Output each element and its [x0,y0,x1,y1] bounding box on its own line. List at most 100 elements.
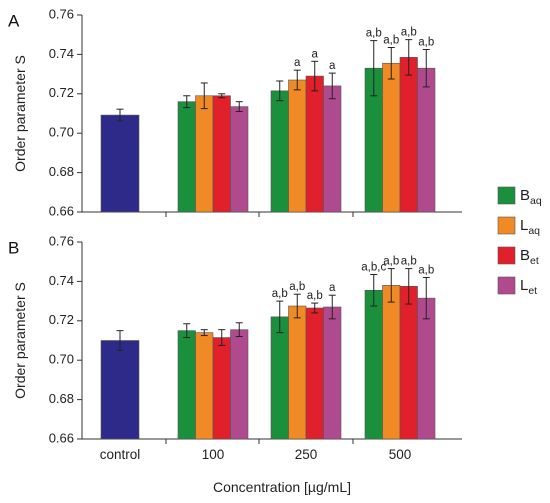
x-tick-label: 500 [389,447,412,462]
y-axis-label: Order parameter S [12,282,28,399]
legend-swatch [497,186,516,205]
y-tick-label: 0.74 [49,46,74,61]
bar-Let-100 [230,329,249,440]
significance-label: a,b [307,290,323,302]
legend-label: Let [520,277,537,297]
bar-Bet-500 [399,57,418,213]
bar-Baq-250 [270,316,289,440]
bar-Let-500 [417,67,436,213]
significance-label: a,b [418,264,434,276]
bar-Let-100 [230,106,249,213]
error-bar [218,329,226,346]
significance-label: a [294,57,301,69]
error-bar [311,60,319,92]
error-bar [183,95,191,109]
bar-Laq-250 [288,79,307,213]
y-tick-label: 0.76 [49,233,74,248]
y-tick-label: 0.66 [49,430,74,445]
legend-label: Baq [520,187,542,207]
bar-Bet-250 [305,75,324,213]
error-bar [405,268,413,305]
y-tick-label: 0.72 [49,312,74,327]
error-bar [370,274,378,307]
y-tick-label: 0.74 [49,273,74,288]
y-tick-label: 0.66 [49,203,74,218]
error-bar [200,82,208,110]
significance-label: a,b [383,35,399,47]
error-bar [116,108,124,122]
error-bar [370,40,378,97]
bar-control-control [100,114,140,213]
bar-Laq-100 [195,332,214,440]
error-bar [276,80,284,102]
bar-Laq-500 [382,285,401,440]
error-bar [293,293,301,319]
legend-item: Baq [497,186,542,207]
error-bar [387,47,395,80]
panel-label: B [8,238,19,257]
error-bar [116,330,124,351]
bar-Bet-500 [399,286,418,440]
legend-item: Let [497,276,537,297]
legend: Baq Laq Bet Let [497,186,542,297]
y-tick-label: 0.68 [49,164,74,179]
significance-label: a [312,48,319,60]
bar-Baq-500 [364,289,383,440]
error-bar [328,294,336,320]
x-tick-label: control [100,447,141,462]
significance-label: a,b [366,28,382,40]
legend-swatch [497,276,516,295]
error-bar [387,268,395,303]
error-bar [422,48,430,88]
error-bar [328,72,336,100]
error-bar [311,302,319,314]
legend-swatch [497,246,516,265]
significance-label: a,b [272,288,288,300]
y-tick-label: 0.68 [49,391,74,406]
y-axis-label: Order parameter S [12,55,28,172]
bar-Laq-100 [195,95,214,213]
significance-label: a,b [418,36,434,48]
bar-Baq-100 [177,101,196,213]
panel-A: A Order parameter S 0.66 0.68 0.70 0.72 0.74 0.… [8,6,462,218]
x-tick-label: 100 [202,447,225,462]
legend-label: Bet [520,247,539,267]
legend-item: Bet [497,246,539,267]
bar-Laq-500 [382,62,401,213]
significance-label: a,b [401,256,417,268]
legend-swatch [497,216,516,235]
y-tick-label: 0.70 [49,352,74,367]
error-bar [293,69,301,91]
y-tick-label: 0.70 [49,125,74,140]
x-axis-label: Concentration [µg/mL] [213,479,351,495]
bar-Baq-100 [177,330,196,440]
error-bar [422,276,430,320]
bar-Let-250 [323,306,342,440]
error-bar [235,101,243,113]
significance-label: a [329,60,336,72]
legend-item: Laq [497,216,540,237]
error-bar [235,322,243,338]
bar-control-control [100,340,140,440]
x-tick-label: 250 [295,447,318,462]
panel-label: A [8,11,20,30]
bar-Laq-250 [288,305,307,440]
error-bar [183,323,191,339]
error-bar [276,300,284,334]
panel-B: B Order parameter S 0.66 0.68 0.70 0.72 0.74 0.… [8,233,462,495]
legend-label: Laq [520,217,540,237]
error-bar [218,93,226,99]
significance-label: a,b [289,281,305,293]
significance-label: a [329,282,336,294]
significance-label: a,b [401,27,417,39]
error-bar [405,39,413,76]
bar-Let-250 [323,85,342,213]
significance-label: a,b,c [361,262,386,274]
significance-label: a,b [383,256,399,268]
bar-Baq-250 [270,90,289,213]
y-tick-label: 0.76 [49,6,74,21]
bar-Bet-100 [212,95,231,213]
bar-Bet-250 [305,307,324,440]
y-tick-label: 0.72 [49,85,74,100]
